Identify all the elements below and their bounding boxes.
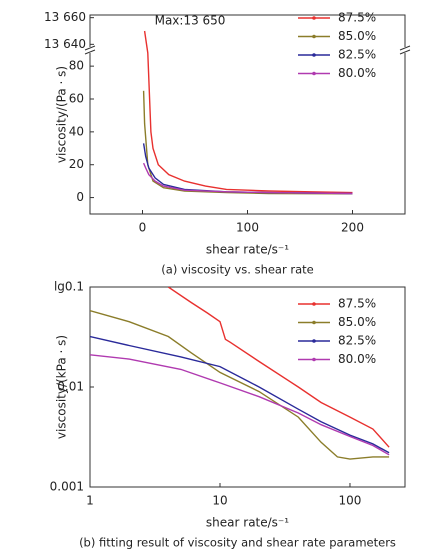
y-tick-label: 60 xyxy=(69,92,84,106)
legend-marker xyxy=(312,71,316,76)
y-tick-label: 40 xyxy=(69,124,84,138)
caption: (a) viscosity vs. shear rate xyxy=(161,263,313,277)
x-tick-label: 200 xyxy=(341,221,364,235)
y-tick-label: 13 660 xyxy=(44,10,86,24)
x-tick-label: 10 xyxy=(212,494,227,508)
axis-break xyxy=(84,45,96,55)
legend-marker xyxy=(312,339,316,343)
y-tick-label: 0.01 xyxy=(57,380,84,394)
legend-marker xyxy=(312,16,316,20)
x-axis-label: shear rate/s⁻¹ xyxy=(206,243,289,257)
legend-label: 80.0% xyxy=(338,352,376,366)
caption: (b) fitting result of viscosity and shea… xyxy=(79,536,396,550)
axis-frame xyxy=(89,14,406,215)
series-line xyxy=(90,354,390,456)
y-tick-label: 0.001 xyxy=(50,480,84,494)
x-tick-label: 100 xyxy=(236,221,259,235)
legend-marker xyxy=(312,34,316,39)
series-line xyxy=(142,162,353,195)
y-tick-label: 80 xyxy=(69,59,84,73)
legend-label: 80.0% xyxy=(338,66,376,80)
annotation: Max:13 650 xyxy=(155,14,226,28)
y-tick-label: 20 xyxy=(69,157,84,171)
y-axis-label: viscosity/(Pa · s) xyxy=(55,66,69,163)
axis-break xyxy=(399,45,411,55)
x-tick-label: 1 xyxy=(86,494,94,508)
legend-label: 87.5% xyxy=(338,11,376,25)
series-line xyxy=(142,90,353,195)
legend-marker xyxy=(312,357,316,362)
legend-marker xyxy=(312,320,316,325)
legend-label: 87.5% xyxy=(338,297,376,311)
plot-area xyxy=(142,30,353,195)
x-tick-label: 0 xyxy=(139,221,147,235)
series-line xyxy=(143,30,353,194)
series-line xyxy=(142,143,353,195)
y-tick-label: 13 640 xyxy=(44,37,86,51)
legend-label: 82.5% xyxy=(338,334,376,348)
y-tick-label: 0 xyxy=(76,190,84,204)
series-line xyxy=(167,287,390,448)
legend-label: 82.5% xyxy=(338,48,376,62)
legend-label: 85.0% xyxy=(338,315,376,329)
y-tick-label: lg0.1 xyxy=(54,280,84,294)
x-axis-label: shear rate/s⁻¹ xyxy=(206,516,289,530)
x-tick-label: 100 xyxy=(339,494,362,508)
y-axis-label: viscosity/(kPa · s) xyxy=(55,335,69,439)
legend-marker xyxy=(312,302,316,306)
series-line xyxy=(90,335,390,454)
plot-area xyxy=(90,287,390,460)
legend-marker xyxy=(312,53,316,57)
legend-label: 85.0% xyxy=(338,29,376,43)
